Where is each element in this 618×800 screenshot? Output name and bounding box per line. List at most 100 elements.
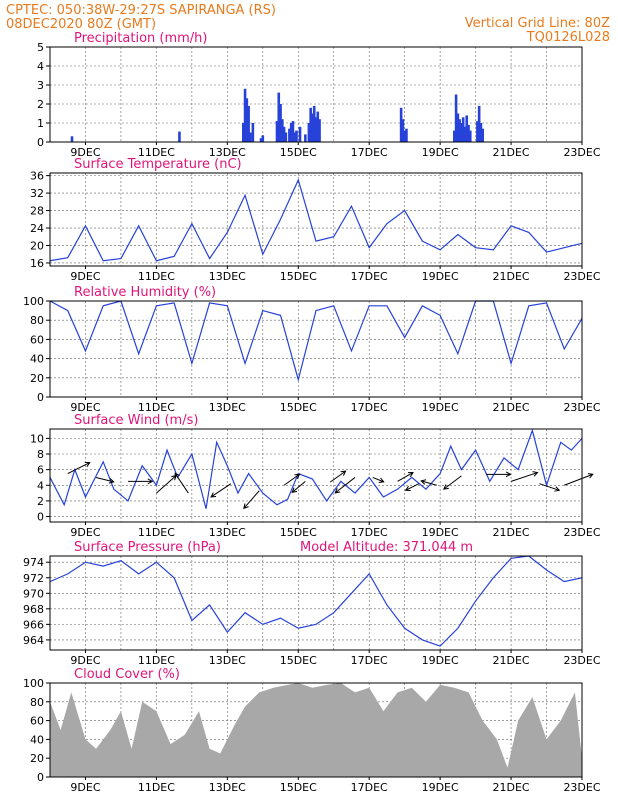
pressure-xtick-label: 15DEC — [280, 654, 317, 667]
wind-arrow-head — [84, 461, 91, 467]
cloud-xtick-label: 13DEC — [209, 781, 246, 794]
precip-bar — [476, 121, 479, 142]
precip-xtick-label: 13DEC — [209, 146, 246, 159]
wind-arrow-head — [420, 479, 427, 485]
pressure-subtitle: Model Altitude: 371.044 m — [300, 540, 473, 555]
humidity-ytick-label: 60 — [30, 333, 44, 346]
wind-arrow-head — [210, 492, 217, 498]
precip-bar — [291, 121, 295, 142]
wind-arrow — [174, 473, 189, 494]
precip-panel: Precipitation (mm/h) 0 1 2 3 4 5 9DEC 11DEC 13DEC… — [37, 31, 601, 159]
precip-bar — [309, 107, 312, 142]
wind-title: Surface Wind (m/s) — [74, 413, 198, 428]
wind-xtick-label: 21DEC — [493, 526, 530, 539]
wind-xtick-label: 19DEC — [422, 526, 459, 539]
precip-bar — [401, 119, 405, 142]
pressure-panel: Surface Pressure (hPa) Model Altitude: 37… — [23, 540, 601, 667]
humidity-ytick-label: 40 — [30, 353, 44, 366]
pressure-xtick-label: 21DEC — [493, 654, 530, 667]
humidity-xtick-label: 23DEC — [563, 401, 600, 414]
precip-bar — [289, 123, 293, 142]
cloud-xtick-label: 19DEC — [422, 781, 459, 794]
precip-bar — [405, 128, 408, 142]
wind-arrow-head — [505, 471, 512, 478]
wind-arrow-head — [407, 472, 414, 478]
precip-bar — [479, 123, 483, 142]
wind-arrow — [564, 473, 594, 486]
precip-bar — [458, 119, 461, 142]
wind-arrow-head — [340, 470, 347, 476]
humidity-xtick-label: 13DEC — [209, 401, 246, 414]
precip-bar — [282, 126, 286, 142]
precip-xtick-label: 9DEC — [70, 146, 100, 159]
precip-xtick-label: 11DEC — [138, 146, 175, 159]
wind-arrow — [95, 476, 114, 483]
humidity-xtick-label: 9DEC — [70, 401, 100, 414]
precip-bar — [245, 98, 249, 142]
humidity-frame — [49, 300, 583, 398]
precip-xtick-label: 15DEC — [280, 146, 317, 159]
wind-arrow — [405, 483, 420, 491]
wind-line — [49, 428, 583, 509]
wind-arrow-head — [243, 503, 249, 510]
cloud-ytick-label: 80 — [30, 696, 44, 709]
humidity-xtick-label: 15DEC — [280, 401, 317, 414]
chart-panels: Precipitation (mm/h) 0 1 2 3 4 5 9DEC 11DEC 13DEC… — [23, 31, 601, 794]
cloud-ytick-label: 100 — [23, 677, 44, 690]
humidity-ytick-label: 0 — [37, 391, 44, 404]
wind-arrow — [421, 480, 437, 486]
precip-bar — [399, 107, 403, 142]
precip-bar — [465, 115, 469, 142]
temp-ytick-label: 20 — [30, 239, 44, 252]
wind-xtick-label: 17DEC — [351, 526, 388, 539]
wind-ytick-label: 10 — [30, 432, 44, 445]
precip-bar — [463, 126, 467, 142]
precip-xtick-label: 19DEC — [422, 146, 459, 159]
wind-arrow — [156, 475, 177, 494]
precip-bar — [275, 121, 279, 142]
pressure-title: Surface Pressure (hPa) — [74, 540, 221, 555]
precip-ytick-label: 1 — [37, 117, 44, 130]
precip-bar — [311, 113, 314, 142]
wind-ytick-label: 0 — [37, 511, 44, 524]
precip-bar — [316, 111, 320, 142]
precip-title: Precipitation (mm/h) — [74, 31, 207, 46]
precip-bar — [259, 138, 263, 142]
precip-bar — [241, 123, 245, 142]
pressure-ytick-label: 972 — [23, 572, 44, 585]
pressure-xtick-label: 9DEC — [70, 654, 100, 667]
precip-bar — [261, 135, 265, 142]
precip-bar — [251, 123, 255, 142]
precip-bar — [467, 124, 470, 142]
pressure-xtick-label: 19DEC — [422, 654, 459, 667]
temp-xtick-label: 19DEC — [422, 270, 459, 283]
cloud-ytick-label: 0 — [37, 771, 44, 784]
humidity-ytick-label: 80 — [30, 314, 44, 327]
temp-ytick-label: 28 — [30, 205, 44, 218]
temp-ytick-label: 16 — [30, 257, 44, 270]
precip-bar — [277, 92, 281, 142]
pressure-xtick-label: 17DEC — [351, 654, 388, 667]
wind-arrow — [243, 490, 260, 509]
temp-ytick-label: 24 — [30, 222, 44, 235]
temp-panel: Surface Temperature (nC) 16 20 24 28 32 36 9DEC… — [30, 157, 601, 283]
temp-title: Surface Temperature (nC) — [74, 157, 242, 172]
temp-line — [49, 178, 583, 262]
precip-bar — [307, 123, 311, 142]
wind-arrow-head — [291, 487, 298, 494]
pressure-ytick-label: 970 — [23, 587, 44, 600]
cloud-ytick-label: 40 — [30, 733, 44, 746]
wind-panel: Surface Wind (m/s) 0 2 4 6 8 10 9DEC 11DEC 13DEC 1… — [30, 413, 601, 539]
wind-arrow-head — [532, 471, 539, 477]
wind-arrow — [372, 476, 384, 483]
precip-ytick-label: 2 — [37, 98, 44, 111]
wind-arrow-head — [404, 485, 411, 491]
humidity-xtick-label: 11DEC — [138, 401, 175, 414]
cloud-ytick-label: 60 — [30, 715, 44, 728]
pressure-xtick-label: 23DEC — [563, 654, 600, 667]
precip-bar — [461, 117, 465, 142]
cloud-xtick-label: 23DEC — [563, 781, 600, 794]
precip-bar — [178, 131, 181, 142]
wind-arrow-head — [174, 472, 180, 479]
